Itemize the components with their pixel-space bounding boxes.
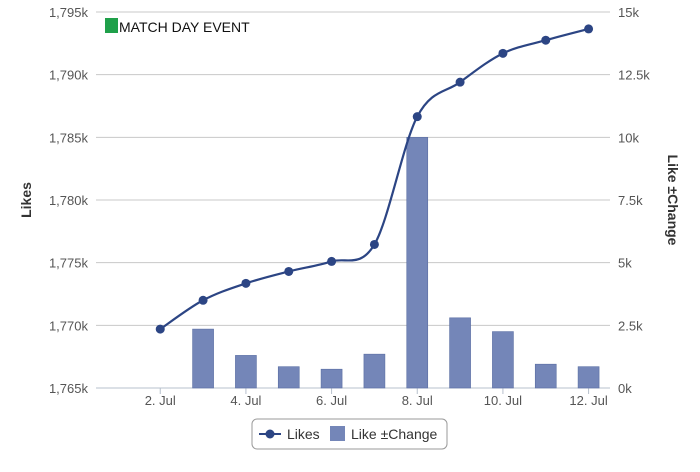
left-tick-label: 1,775k <box>49 256 89 271</box>
likes-point <box>241 278 251 288</box>
like-change-bar <box>449 317 471 389</box>
like-change-bar <box>577 366 600 389</box>
like-change-bar <box>277 366 300 389</box>
likes-point <box>327 256 337 266</box>
x-tick-label: 6. Jul <box>316 393 347 408</box>
likes-point <box>284 266 294 276</box>
legend-item-like-change[interactable]: Like ±Change <box>330 426 438 442</box>
like-change-bar <box>492 331 514 389</box>
legend-marker-icon <box>265 429 275 439</box>
legend-bar-icon <box>330 426 345 441</box>
x-tick-label: 10. Jul <box>484 393 522 408</box>
like-change-bar <box>363 353 386 389</box>
annotation-text: MATCH DAY EVENT <box>119 19 250 35</box>
like-change-bar <box>406 137 429 389</box>
likes-point <box>198 295 208 305</box>
right-tick-label: 7.5k <box>618 193 643 208</box>
annotation: MATCH DAY EVENT <box>105 18 250 35</box>
likes-point <box>369 239 379 249</box>
like-change-bar <box>534 363 557 389</box>
legend-box <box>251 418 448 450</box>
right-axis-title: Like ±Change <box>665 155 681 246</box>
right-tick-label: 10k <box>618 130 639 145</box>
legend: Likes Like ±Change <box>251 418 448 450</box>
right-tick-label: 0k <box>618 381 632 396</box>
left-tick-label: 1,790k <box>49 68 89 83</box>
point-layer <box>155 24 594 334</box>
x-tick-label: 12. Jul <box>569 393 607 408</box>
right-tick-label: 5k <box>618 256 632 271</box>
likes-line <box>159 27 589 331</box>
like-change-bar <box>192 328 214 389</box>
left-tick-label: 1,785k <box>49 130 89 145</box>
left-tick-label: 1,770k <box>49 318 89 333</box>
likes-point <box>155 324 165 334</box>
legend-item-likes[interactable]: Likes <box>259 426 320 442</box>
left-axis-title: Likes <box>18 182 34 218</box>
right-tick-label: 2.5k <box>618 318 643 333</box>
likes-point <box>498 48 508 58</box>
right-tick-label: 12.5k <box>618 68 650 83</box>
like-change-bar <box>235 355 257 389</box>
legend-label-likes: Likes <box>287 426 320 442</box>
right-tick-label: 15k <box>618 5 639 20</box>
left-tick-label: 1,795k <box>49 5 89 20</box>
annotation-swatch <box>105 18 118 33</box>
tick-layer: 1,765k 1,770k 1,775k 1,780k 1,785k 1,790k 1,79… <box>49 5 650 408</box>
x-tick-label: 8. Jul <box>402 393 433 408</box>
legend-label-like-change: Like ±Change <box>351 426 438 442</box>
grid-layer <box>96 11 610 394</box>
x-tick-label: 2. Jul <box>145 393 176 408</box>
x-tick-label: 4. Jul <box>230 393 261 408</box>
likes-point <box>455 77 465 87</box>
likes-point <box>541 35 551 45</box>
left-tick-label: 1,765k <box>49 381 89 396</box>
line-layer <box>159 27 589 331</box>
likes-point <box>584 24 594 34</box>
likes-point <box>412 112 422 122</box>
bar-layer <box>192 137 600 389</box>
like-change-bar <box>320 368 343 389</box>
left-tick-label: 1,780k <box>49 193 89 208</box>
